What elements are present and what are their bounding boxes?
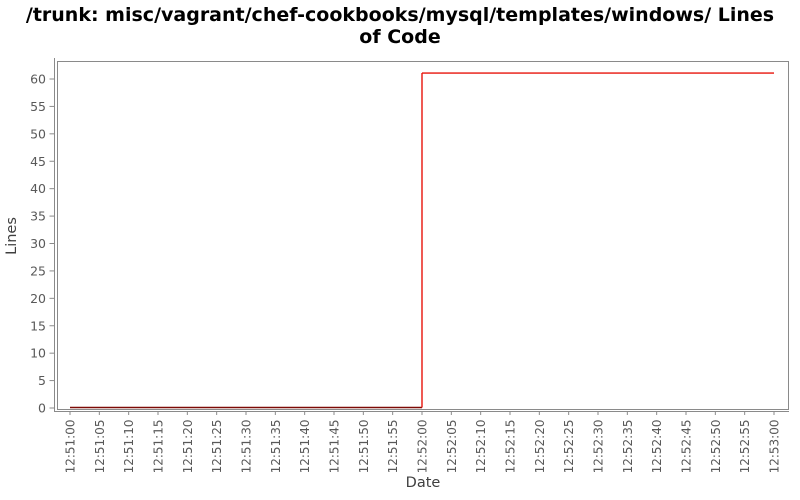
x-axis-tick-label: 12:51:20 [181, 420, 195, 474]
x-axis-tick-label: 12:53:00 [768, 420, 782, 474]
x-axis-tick-label: 12:52:50 [709, 420, 723, 474]
y-axis-tick-label: 10 [30, 346, 46, 361]
y-axis-tick-label: 30 [30, 236, 46, 251]
y-axis-tick-label: 60 [30, 72, 46, 87]
y-axis-tick-label: 50 [30, 126, 46, 141]
y-axis-tick-label: 5 [38, 373, 46, 388]
x-axis-tick-label: 12:51:00 [64, 420, 78, 474]
x-axis-tick-label: 12:52:40 [650, 420, 664, 474]
x-axis-tick-label: 12:52:35 [621, 420, 635, 474]
x-axis-tick-label: 12:52:15 [504, 420, 518, 474]
x-axis-tick-label: 12:52:10 [474, 419, 488, 473]
x-axis-tick-label: 12:52:45 [680, 420, 694, 474]
x-axis-tick-label: 12:52:00 [416, 420, 430, 474]
y-axis-tick-label: 25 [30, 263, 46, 278]
y-axis-tick-label: 45 [30, 154, 46, 169]
x-axis-tick-label: 12:51:50 [357, 420, 371, 474]
chart-title-line-2: of Code [359, 26, 441, 48]
chart-title-line-1: /trunk: misc/vagrant/chef-cookbooks/mysq… [25, 4, 775, 26]
x-axis-tick-label: 12:51:15 [152, 420, 166, 474]
x-axis-tick-label: 12:52:05 [445, 420, 459, 474]
x-axis-tick-label: 12:51:35 [269, 420, 283, 474]
y-axis-tick-label: 0 [38, 401, 46, 416]
x-axis-tick-label: 12:52:55 [738, 420, 752, 474]
y-axis-tick-label: 20 [30, 291, 46, 306]
plot-area [57, 61, 789, 410]
x-axis-tick-label: 12:51:55 [386, 420, 400, 474]
x-axis-tick-label: 12:51:25 [210, 420, 224, 474]
y-axis-tick-label: 15 [30, 318, 46, 333]
x-axis-tick-label: 12:51:45 [328, 420, 342, 474]
y-axis-title: Lines [4, 217, 20, 255]
x-axis-tick-label: 12:51:10 [122, 420, 136, 474]
x-axis-tick-label: 12:51:05 [93, 420, 107, 474]
y-axis-tick-label: 55 [30, 99, 46, 114]
x-axis-tick-label: 12:51:40 [298, 420, 312, 474]
y-axis-tick-label: 35 [30, 209, 46, 224]
x-axis-tick-label: 12:52:20 [533, 420, 547, 474]
x-axis-tick-label: 12:51:30 [240, 420, 254, 474]
chart-title: /trunk: misc/vagrant/chef-cookbooks/mysq… [0, 4, 800, 48]
x-axis-title: Date [406, 475, 441, 491]
x-axis-tick-label: 12:52:30 [592, 420, 606, 474]
y-axis-tick-label: 40 [30, 181, 46, 196]
x-axis-tick-label: 12:52:25 [562, 420, 576, 474]
